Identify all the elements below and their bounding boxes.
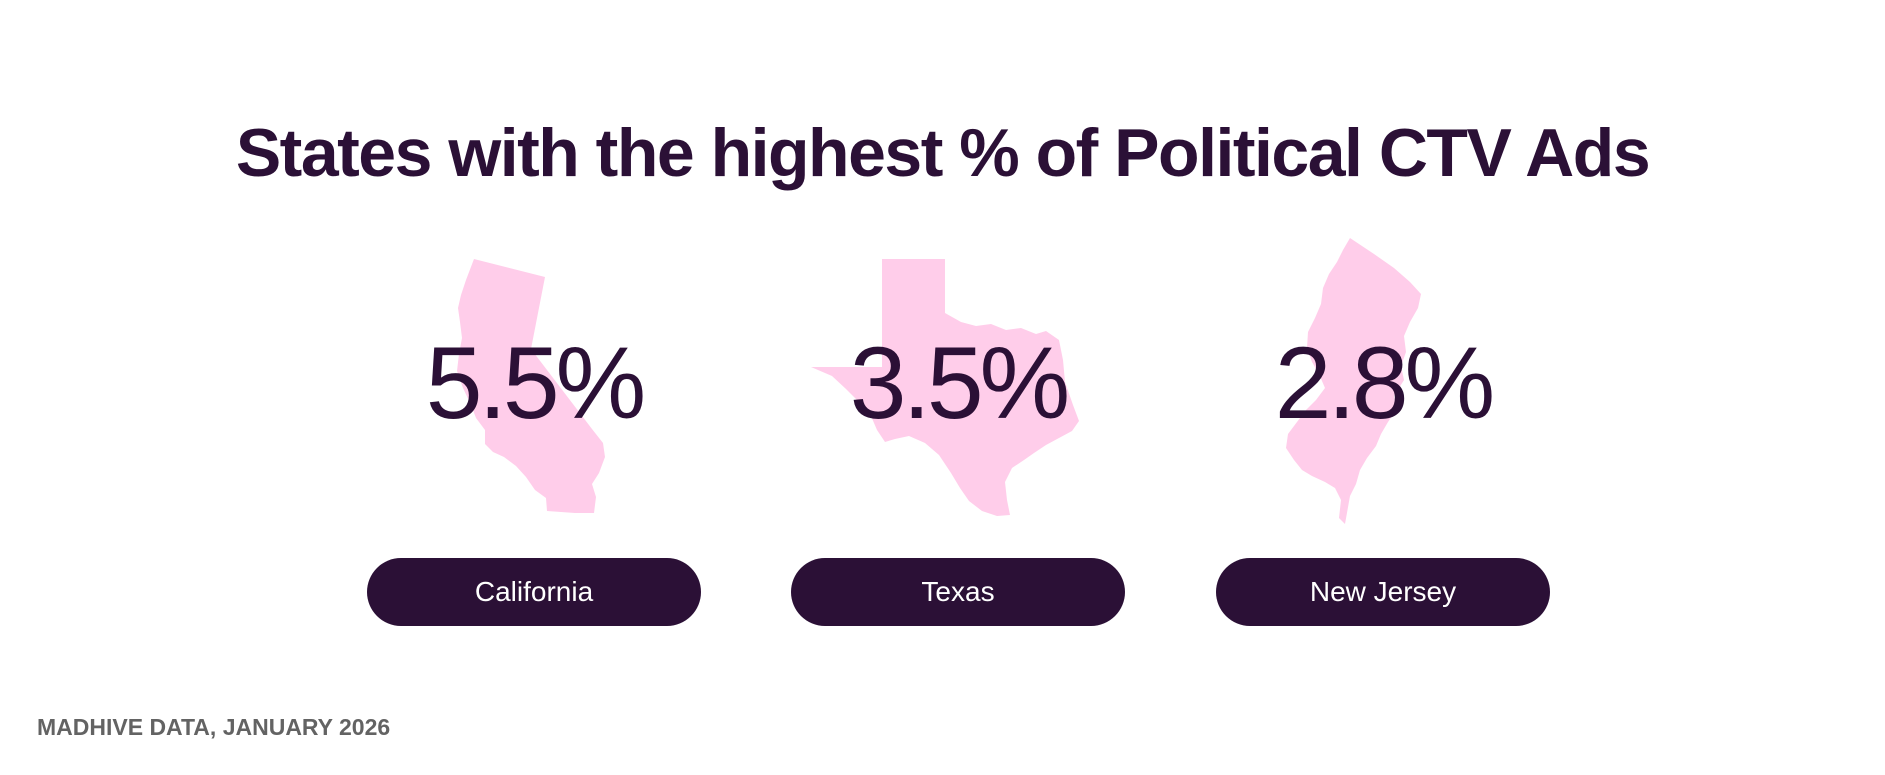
- california-map-icon: [457, 259, 605, 513]
- stat-value-new-jersey: 2.8%: [1274, 326, 1496, 440]
- new-jersey-map-icon: [1286, 238, 1421, 524]
- state-label-new-jersey: New Jersey: [1216, 558, 1550, 626]
- state-label-california: California: [367, 558, 701, 626]
- page-title: States with the highest % of Political C…: [235, 115, 1651, 191]
- state-card-texas: 3.5% Texas: [791, 230, 1125, 630]
- state-card-california: 5.5% California: [367, 230, 701, 630]
- stat-value-california: 5.5%: [425, 326, 647, 440]
- state-card-new-jersey: 2.8% New Jersey: [1216, 230, 1550, 630]
- source-caption: MADHIVE DATA, JANUARY 2026: [37, 714, 391, 740]
- state-label-texas: Texas: [791, 558, 1125, 626]
- texas-map-icon: [811, 259, 1079, 516]
- stat-value-texas: 3.5%: [849, 326, 1071, 440]
